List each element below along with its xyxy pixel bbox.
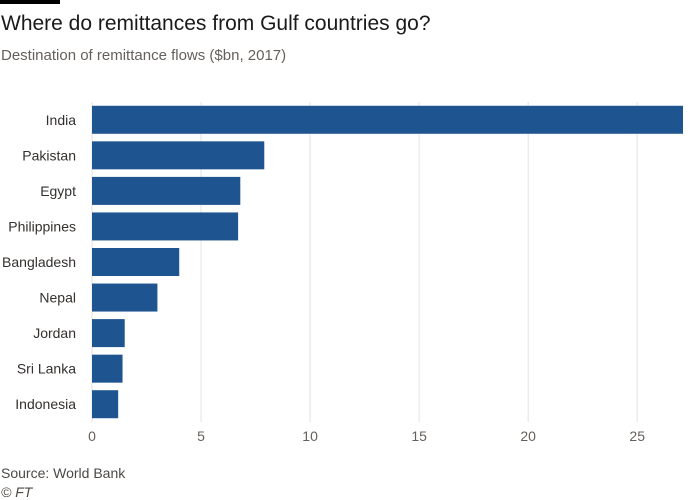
category-label: Philippines xyxy=(8,218,76,234)
bar-philippines xyxy=(92,212,239,241)
category-label: India xyxy=(46,112,77,128)
bar-egypt xyxy=(92,176,241,205)
bar-sri-lanka xyxy=(92,354,123,383)
top-rule xyxy=(0,0,60,4)
bar-jordan xyxy=(92,319,125,348)
x-tick-label: 5 xyxy=(197,428,205,444)
category-label: Jordan xyxy=(33,325,76,341)
x-tick-label: 0 xyxy=(88,428,96,444)
source-note: Source: World Bank xyxy=(1,465,126,481)
x-tick-label: 25 xyxy=(629,428,645,444)
category-label: Nepal xyxy=(39,290,76,306)
chart-title: Where do remittances from Gulf countries… xyxy=(1,12,431,35)
bars xyxy=(92,105,683,419)
bar-indonesia xyxy=(92,390,119,419)
bar-nepal xyxy=(92,283,158,312)
copyright-credit: © FT xyxy=(1,484,33,500)
category-label: Pakistan xyxy=(22,147,76,163)
x-tick-label: 15 xyxy=(411,428,427,444)
bar-bangladesh xyxy=(92,248,180,276)
category-label: Egypt xyxy=(40,183,76,199)
bar-pakistan xyxy=(92,141,265,170)
x-tick-label: 10 xyxy=(302,428,318,444)
category-label: Bangladesh xyxy=(2,254,76,270)
category-label: Indonesia xyxy=(15,396,76,412)
x-tick-label: 20 xyxy=(520,428,536,444)
category-label: Sri Lanka xyxy=(17,361,76,377)
bar-india xyxy=(92,105,683,134)
x-tick-labels: 0 5 10 15 20 25 xyxy=(88,428,645,444)
category-labels: India Pakistan Egypt Philippines Bangladesh N… xyxy=(2,112,76,412)
chart-subtitle: Destination of remittance flows ($bn, 20… xyxy=(1,47,287,64)
